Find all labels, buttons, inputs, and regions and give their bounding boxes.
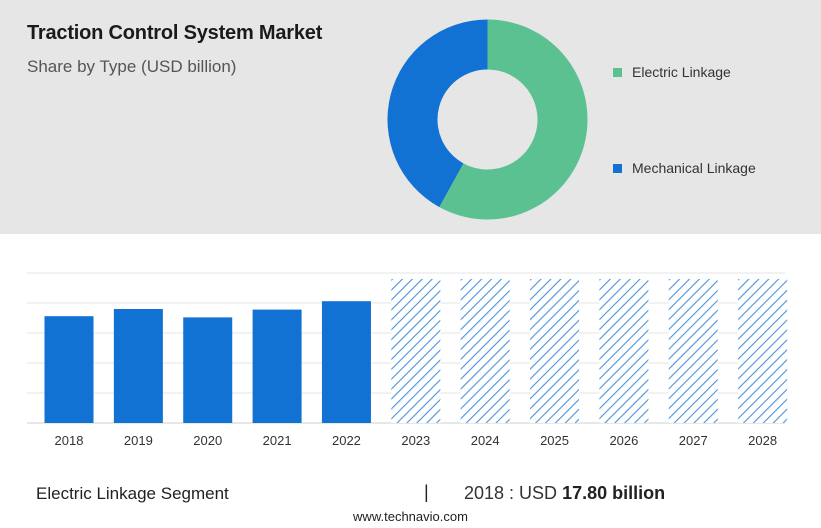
forecast-bar-2024 [460,279,510,423]
chart-title: Traction Control System Market [27,22,323,44]
forecast-bar-2027 [668,279,718,423]
legend-swatch-mechanical [613,163,622,173]
bar-2022 [321,301,371,423]
x-tick-label-2020: 2020 [193,433,222,448]
segment-value-amount: 17.80 billion [562,483,666,503]
forecast-bar-2026 [599,279,649,423]
legend-label-mechanical: Mechanical Linkage [632,160,756,176]
x-tick-label-2026: 2026 [609,433,638,448]
x-tick-label-2021: 2021 [263,433,292,448]
bar-2020 [183,317,233,423]
chart-subtitle: Share by Type (USD billion) [27,57,237,76]
x-tick-label-2023: 2023 [401,433,430,448]
footer-separator: | [424,482,429,502]
x-tick-label-2019: 2019 [124,433,153,448]
bar-2018 [44,316,94,423]
bar-chart: 2018 2019 2020 2021 2022 2023 2024 2025 2026 2027… [27,272,788,448]
donut-slice-electric-linkage [439,19,588,220]
x-tick-label-2025: 2025 [540,433,569,448]
legend-swatch-electric [613,67,622,77]
bar-2021 [252,309,302,423]
segment-label: Electric Linkage Segment [36,484,229,503]
x-tick-label-2028: 2028 [748,433,777,448]
x-tick-label-2018: 2018 [55,433,84,448]
forecast-bar-2028 [738,279,788,423]
legend-item-electric-linkage: Electric Linkage [613,64,731,80]
x-tick-label-2024: 2024 [471,433,500,448]
donut-chart [387,19,588,220]
bar-2019 [113,309,163,423]
forecast-bar-2023 [391,279,441,423]
legend-item-mechanical-linkage: Mechanical Linkage [613,160,756,176]
segment-value: 2018 : USD 17.80 billion [464,483,665,504]
forecast-bar-2025 [530,279,580,423]
x-tick-label-2022: 2022 [332,433,361,448]
x-tick-label-2027: 2027 [679,433,708,448]
segment-year-prefix: 2018 : USD [464,483,563,503]
legend-label-electric: Electric Linkage [632,64,731,80]
donut-slice-mechanical-linkage [387,19,488,208]
source-link[interactable]: www.technavio.com [353,509,468,524]
